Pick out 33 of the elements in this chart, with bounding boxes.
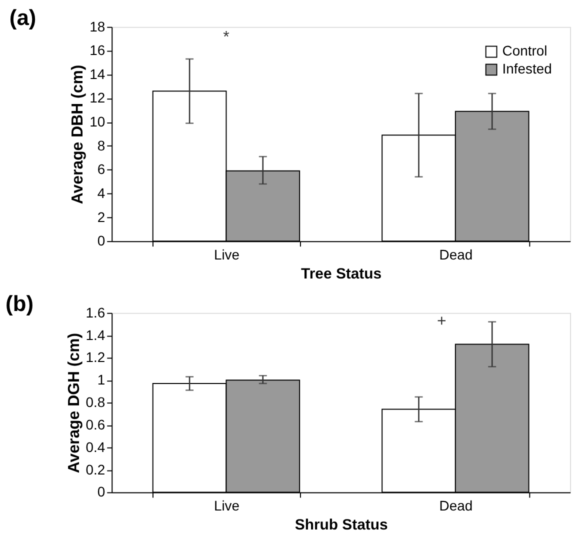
y-tick-label: 1.6 bbox=[86, 304, 106, 320]
y-tick-label: 4 bbox=[97, 184, 106, 201]
y-tick-label: 0.4 bbox=[86, 438, 106, 455]
y-axis-title: Average DBH (cm) bbox=[70, 64, 87, 204]
x-tick-label: Live bbox=[214, 246, 240, 263]
chart-title: (a) bbox=[9, 4, 36, 30]
x-axis-title: Tree Status bbox=[301, 265, 382, 282]
y-tick-label: 12 bbox=[90, 90, 106, 106]
x-tick-label: Live bbox=[214, 498, 240, 514]
y-tick-label: 2 bbox=[97, 208, 106, 225]
x-tick-label: Dead bbox=[439, 246, 473, 263]
y-tick-label: 0 bbox=[97, 232, 106, 249]
legend-label: Control bbox=[502, 42, 548, 59]
y-tick-label: 0.6 bbox=[86, 416, 106, 432]
y-tick-label: 10 bbox=[90, 114, 106, 130]
y-tick-label: 1.4 bbox=[86, 326, 106, 343]
y-tick-label: 0.8 bbox=[86, 394, 106, 410]
legend-label: Infested bbox=[502, 60, 552, 77]
y-tick-label: 18 bbox=[90, 18, 106, 34]
y-tick-label: 8 bbox=[97, 137, 106, 154]
chart-title: (b) bbox=[6, 290, 34, 316]
y-tick-label: 0.2 bbox=[86, 461, 106, 478]
y-tick-label: 0 bbox=[97, 484, 106, 500]
x-axis-title: Shrub Status bbox=[294, 516, 388, 534]
x-tick-label: Dead bbox=[439, 498, 473, 514]
y-tick-label: 14 bbox=[90, 66, 106, 82]
y-axis-title: Average DGH (cm) bbox=[66, 332, 83, 474]
y-tick-label: 1.2 bbox=[86, 349, 106, 366]
y-tick-label: 16 bbox=[90, 42, 106, 58]
y-tick-label: 1 bbox=[97, 372, 106, 388]
y-tick-label: 6 bbox=[97, 161, 106, 178]
annotation: + bbox=[437, 312, 446, 330]
annotation: * bbox=[223, 28, 230, 46]
